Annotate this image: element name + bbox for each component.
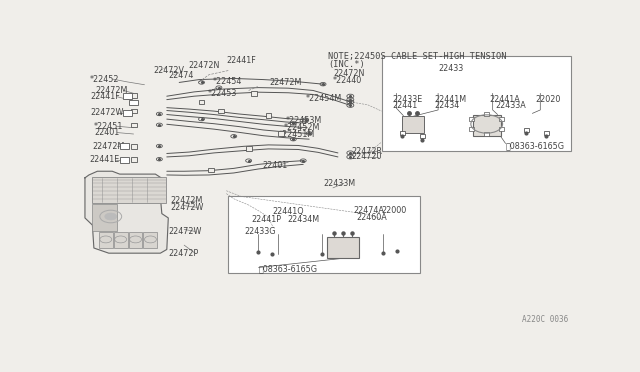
Bar xyxy=(92,203,117,231)
Text: 22472W: 22472W xyxy=(168,227,202,236)
Bar xyxy=(129,100,138,105)
Text: 22434: 22434 xyxy=(435,102,460,110)
Text: NOTE;22450S CABLE SET-HIGH TENSION: NOTE;22450S CABLE SET-HIGH TENSION xyxy=(328,52,506,61)
Text: (INC.*): (INC.*) xyxy=(328,60,365,70)
Text: 22441P: 22441P xyxy=(251,215,281,224)
Bar xyxy=(403,116,424,134)
Text: 22474A: 22474A xyxy=(354,206,385,215)
Text: 22401: 22401 xyxy=(262,161,288,170)
Bar xyxy=(266,113,271,118)
Text: 22401: 22401 xyxy=(94,128,119,137)
Text: 22472M: 22472M xyxy=(170,196,203,205)
Text: *22440: *22440 xyxy=(333,76,362,85)
Text: 22441F: 22441F xyxy=(227,56,256,65)
Bar xyxy=(473,115,500,136)
Text: Ⓢ08363-6165G: Ⓢ08363-6165G xyxy=(506,141,564,150)
Text: 22472P: 22472P xyxy=(168,248,198,258)
Bar xyxy=(484,132,489,136)
Text: 22460A: 22460A xyxy=(356,213,387,222)
Text: *22452: *22452 xyxy=(90,74,120,83)
Bar xyxy=(400,131,405,135)
Bar xyxy=(420,134,425,138)
Text: Ⓢ08363-6165G: Ⓢ08363-6165G xyxy=(259,264,317,273)
Text: 22441E: 22441E xyxy=(89,155,119,164)
Bar xyxy=(99,232,113,248)
Text: 22472W: 22472W xyxy=(170,203,204,212)
Bar xyxy=(251,91,257,96)
Bar xyxy=(131,93,136,98)
Bar xyxy=(218,109,225,113)
Text: 22433M: 22433M xyxy=(323,179,355,188)
Bar xyxy=(544,131,548,135)
Bar xyxy=(131,109,136,113)
Text: 22433G: 22433G xyxy=(244,227,276,236)
Text: *22453M: *22453M xyxy=(286,116,322,125)
Bar xyxy=(131,157,136,162)
Text: *22451M: *22451M xyxy=(278,129,315,138)
Text: 22441Q: 22441Q xyxy=(273,207,304,216)
Text: 22000: 22000 xyxy=(381,206,407,215)
Text: 22441: 22441 xyxy=(392,102,418,110)
Circle shape xyxy=(105,213,116,220)
Text: A220C 0036: A220C 0036 xyxy=(522,315,568,324)
Text: *22454: *22454 xyxy=(213,77,243,86)
Text: 22441A: 22441A xyxy=(489,95,520,104)
Bar xyxy=(209,168,214,172)
Text: 22472M: 22472M xyxy=(269,78,302,87)
Bar xyxy=(120,157,129,163)
Bar xyxy=(129,232,143,248)
Bar xyxy=(131,144,136,149)
Bar xyxy=(198,100,205,104)
Bar xyxy=(114,232,127,248)
Text: *22451: *22451 xyxy=(94,122,124,131)
Bar xyxy=(92,177,166,203)
Text: *22453: *22453 xyxy=(208,89,237,98)
Text: 22472V: 22472V xyxy=(154,66,184,75)
Bar xyxy=(469,117,474,121)
Text: 22433: 22433 xyxy=(438,64,463,73)
Bar xyxy=(228,196,420,273)
Bar xyxy=(123,93,132,99)
Bar xyxy=(278,131,284,136)
Text: 22472W: 22472W xyxy=(90,108,124,117)
Text: 22474: 22474 xyxy=(168,71,194,80)
Bar xyxy=(131,122,136,127)
Text: 22472R: 22472R xyxy=(352,147,383,156)
Text: 22472N: 22472N xyxy=(333,69,364,78)
Bar xyxy=(524,128,529,132)
Text: 22441F: 22441F xyxy=(90,92,120,101)
Bar xyxy=(120,144,129,149)
Text: 224720: 224720 xyxy=(352,153,382,161)
Text: *22454M: *22454M xyxy=(306,94,342,103)
Bar xyxy=(123,110,132,116)
Bar xyxy=(469,127,474,131)
Text: 22020: 22020 xyxy=(535,95,561,104)
Text: 22433A: 22433A xyxy=(495,102,526,110)
Text: 22472M: 22472M xyxy=(92,141,125,151)
Text: 22441M: 22441M xyxy=(435,95,467,104)
Polygon shape xyxy=(85,171,168,253)
Bar xyxy=(499,117,504,121)
Bar xyxy=(499,127,504,131)
Bar xyxy=(327,237,359,258)
Bar xyxy=(246,146,252,151)
Bar xyxy=(381,56,571,151)
Text: 22472M: 22472M xyxy=(95,86,127,95)
Bar xyxy=(484,112,489,116)
Text: 22434M: 22434M xyxy=(287,215,319,224)
Text: *22452M: *22452M xyxy=(284,123,320,132)
Text: 22433E: 22433E xyxy=(392,95,423,104)
Bar xyxy=(143,232,157,248)
Text: 22472N: 22472N xyxy=(188,61,220,70)
